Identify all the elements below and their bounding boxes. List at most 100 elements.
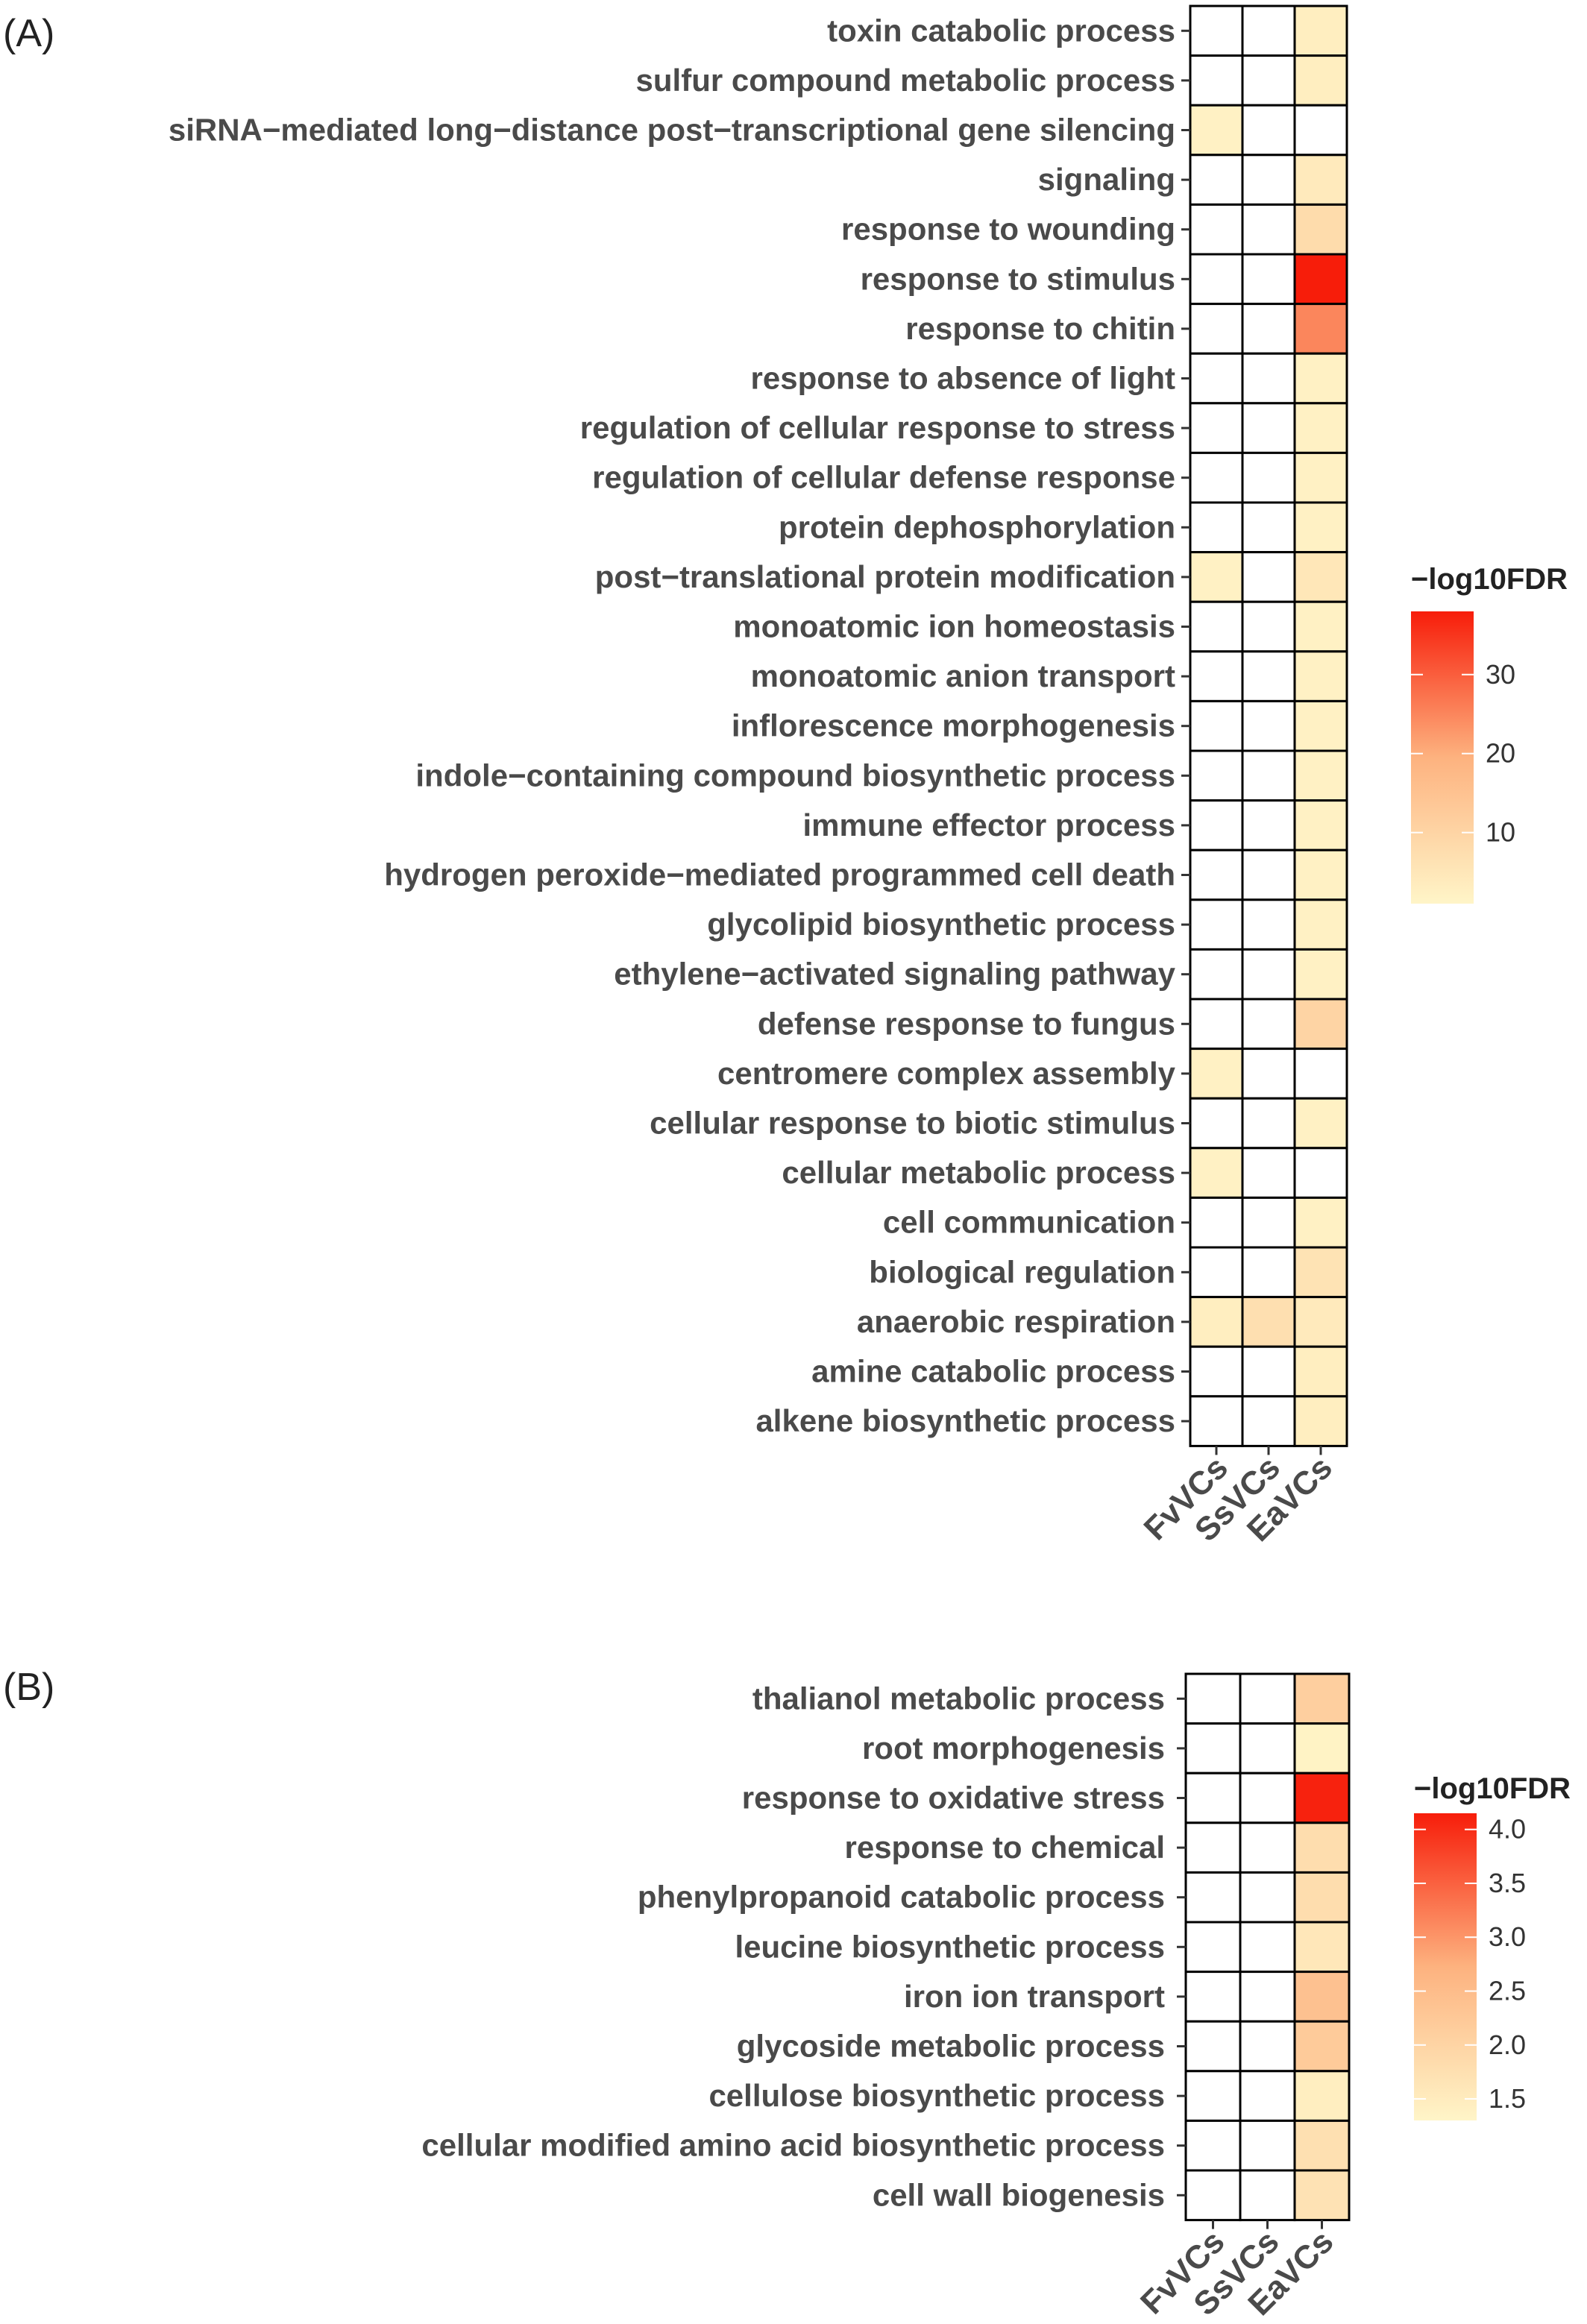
heatmap-cell bbox=[1293, 4, 1348, 57]
heatmap-cell bbox=[1189, 4, 1244, 57]
panel-a-legend: −log10FDR 10 20 30 bbox=[1411, 563, 1568, 904]
heatmap-cell bbox=[1241, 451, 1296, 504]
heatmap-cell bbox=[1189, 501, 1244, 554]
panel-b-legend-title: −log10FDR bbox=[1414, 1772, 1571, 1805]
panel-a-row-label: response to chitin bbox=[905, 311, 1175, 346]
legend-tick-label: 3.5 bbox=[1489, 1868, 1526, 1898]
panel-b-row-label: phenylpropanoid catabolic process bbox=[638, 1880, 1165, 1915]
heatmap-cell bbox=[1189, 104, 1244, 157]
heatmap-cell bbox=[1239, 2020, 1296, 2073]
panel-b-row-label: cellulose biosynthetic process bbox=[708, 2078, 1165, 2113]
heatmap-cell bbox=[1189, 154, 1244, 206]
heatmap-cell bbox=[1293, 1672, 1351, 1725]
heatmap-cell bbox=[1293, 2020, 1351, 2073]
heatmap-cell bbox=[1241, 948, 1296, 1001]
heatmap-cell bbox=[1293, 1345, 1348, 1398]
heatmap-cell bbox=[1293, 650, 1348, 702]
panel-a-row-label: siRNA−mediated long−distance post−transc… bbox=[169, 113, 1175, 148]
heatmap-cell bbox=[1189, 1345, 1244, 1398]
heatmap-cell bbox=[1293, 402, 1348, 454]
heatmap-cell bbox=[1239, 1672, 1296, 1725]
heatmap-cell bbox=[1189, 848, 1244, 901]
heatmap-cell bbox=[1239, 1821, 1296, 1874]
heatmap-cell bbox=[1241, 54, 1296, 107]
heatmap-cell bbox=[1293, 1196, 1348, 1249]
legend-tick-label: 2.5 bbox=[1489, 1976, 1526, 2006]
heatmap-cell bbox=[1293, 451, 1348, 504]
heatmap-cell bbox=[1239, 2169, 1296, 2222]
heatmap-cell bbox=[1189, 1147, 1244, 1199]
panel-a-row-label: monoatomic anion transport bbox=[751, 658, 1175, 693]
heatmap-cell bbox=[1241, 203, 1296, 256]
heatmap-cell bbox=[1184, 1871, 1242, 1924]
heatmap-cell bbox=[1184, 1921, 1242, 1974]
panel-a-row-label: defense response to fungus bbox=[758, 1006, 1175, 1041]
panel-a: (A) toxin catabolic process sulfur compou… bbox=[3, 4, 1568, 1549]
heatmap-cell bbox=[1293, 1821, 1351, 1874]
heatmap-cell bbox=[1293, 1722, 1351, 1775]
heatmap-cell bbox=[1293, 2119, 1351, 2172]
heatmap-cell bbox=[1293, 1871, 1351, 1924]
heatmap-cell bbox=[1293, 699, 1348, 752]
heatmap-cell bbox=[1293, 1246, 1348, 1299]
panel-b-cells bbox=[1184, 1672, 1351, 2222]
heatmap-cell bbox=[1184, 1672, 1242, 1725]
panel-a-row-label: response to absence of light bbox=[751, 361, 1175, 396]
heatmap-cell bbox=[1241, 1097, 1296, 1150]
heatmap-cell bbox=[1241, 253, 1296, 306]
heatmap-cell bbox=[1189, 600, 1244, 653]
heatmap-cell bbox=[1241, 104, 1296, 157]
heatmap-cell bbox=[1184, 2119, 1242, 2172]
heatmap-cell bbox=[1184, 2070, 1242, 2122]
heatmap-cell bbox=[1293, 551, 1348, 603]
panel-a-row-label: regulation of cellular response to stres… bbox=[580, 410, 1175, 445]
heatmap-cell bbox=[1241, 600, 1296, 653]
heatmap-cell bbox=[1293, 352, 1348, 405]
panel-b-label: (B) bbox=[3, 1666, 54, 1709]
heatmap-cell bbox=[1189, 54, 1244, 107]
heatmap-cell bbox=[1293, 1048, 1348, 1100]
heatmap-cell bbox=[1184, 1821, 1242, 1874]
heatmap-cell bbox=[1239, 1722, 1296, 1775]
heatmap-cell bbox=[1293, 1147, 1348, 1199]
panel-a-legend-title: −log10FDR bbox=[1411, 563, 1568, 596]
panel-a-row-label: amine catabolic process bbox=[811, 1354, 1175, 1389]
heatmap-cell bbox=[1189, 1395, 1244, 1447]
panel-a-row-label: cellular response to biotic stimulus bbox=[650, 1106, 1175, 1141]
panel-a-row-label: indole−containing compound biosynthetic … bbox=[415, 758, 1175, 793]
heatmap-cell bbox=[1241, 650, 1296, 702]
panel-b: (B) thalianol metabolic process root morp… bbox=[3, 1666, 1571, 2323]
heatmap-cell bbox=[1239, 1871, 1296, 1924]
heatmap-cell bbox=[1189, 551, 1244, 603]
panel-a-row-label: immune effector process bbox=[803, 807, 1176, 843]
heatmap-cell bbox=[1184, 1971, 1242, 2023]
heatmap-cell bbox=[1189, 303, 1244, 355]
heatmap-cell bbox=[1241, 1196, 1296, 1249]
heatmap-cell bbox=[1241, 799, 1296, 851]
panel-b-row-labels: thalianol metabolic process root morphoge… bbox=[421, 1681, 1165, 2212]
heatmap-cell bbox=[1293, 898, 1348, 951]
panel-a-row-labels: toxin catabolic process sulfur compound m… bbox=[169, 13, 1176, 1438]
panel-a-row-label: biological regulation bbox=[869, 1254, 1175, 1289]
heatmap-cell bbox=[1189, 1246, 1244, 1299]
panel-a-row-label: glycolipid biosynthetic process bbox=[707, 907, 1175, 942]
heatmap-cell bbox=[1293, 501, 1348, 554]
heatmap-cell bbox=[1189, 1296, 1244, 1348]
panel-b-legend-ticks: 1.5 2.0 2.5 3.0 3.5 4.0 bbox=[1414, 1814, 1526, 2114]
heatmap-cell bbox=[1241, 4, 1296, 57]
heatmap-cell bbox=[1241, 1345, 1296, 1398]
heatmap-cell bbox=[1241, 699, 1296, 752]
heatmap-cell bbox=[1189, 948, 1244, 1001]
panel-a-legend-colorbar bbox=[1411, 611, 1474, 904]
heatmap-cell bbox=[1239, 1971, 1296, 2023]
heatmap-cell bbox=[1241, 1296, 1296, 1348]
panel-b-legend-colorbar bbox=[1414, 1813, 1477, 2120]
heatmap-cell bbox=[1293, 154, 1348, 206]
panel-a-row-label: ethylene−activated signaling pathway bbox=[614, 957, 1175, 992]
heatmap-cell bbox=[1189, 998, 1244, 1051]
heatmap-cell bbox=[1241, 749, 1296, 802]
heatmap-cell bbox=[1293, 1296, 1348, 1348]
heatmap-cell bbox=[1293, 1971, 1351, 2023]
heatmap-cell bbox=[1189, 402, 1244, 454]
